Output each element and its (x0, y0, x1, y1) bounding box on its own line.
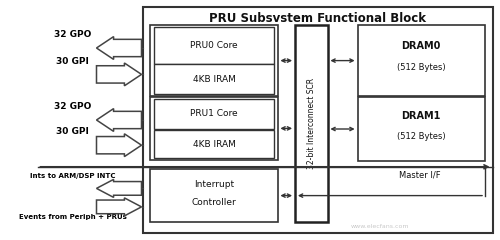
Text: Interrupt: Interrupt (194, 180, 234, 189)
Bar (358, 25, 485, 96)
Polygon shape (96, 108, 142, 132)
Text: 32-bit Interconnect SCR: 32-bit Interconnect SCR (307, 78, 316, 169)
Text: 4KB IRAM: 4KB IRAM (192, 75, 236, 84)
Bar (154, 27, 274, 64)
Text: DRAM1: DRAM1 (402, 111, 441, 121)
Bar (358, 97, 485, 161)
Polygon shape (96, 36, 142, 59)
Text: Controller: Controller (192, 198, 236, 207)
Text: DRAM0: DRAM0 (402, 41, 441, 51)
Text: 32 GPO: 32 GPO (54, 102, 91, 111)
Text: 4KB IRAM: 4KB IRAM (192, 140, 236, 149)
Text: www.elecfans.com: www.elecfans.com (351, 224, 409, 229)
Polygon shape (96, 134, 142, 156)
Polygon shape (96, 198, 142, 216)
Text: Ints to ARM/DSP INTC: Ints to ARM/DSP INTC (30, 173, 115, 180)
Text: PRU1 Core: PRU1 Core (190, 109, 238, 119)
Bar (150, 25, 278, 96)
Bar (154, 64, 274, 94)
Bar (150, 169, 278, 222)
Text: (512 Bytes): (512 Bytes) (397, 132, 446, 141)
Text: (512 Bytes): (512 Bytes) (397, 63, 446, 72)
Text: PRU0 Core: PRU0 Core (190, 41, 238, 50)
Bar (150, 97, 278, 160)
Polygon shape (96, 63, 142, 86)
Bar (154, 99, 274, 129)
Text: 32 GPO: 32 GPO (54, 30, 91, 39)
Text: 30 GPI: 30 GPI (56, 57, 89, 66)
Text: PRU Subsvstem Functional Block: PRU Subsvstem Functional Block (209, 12, 426, 24)
Text: Master I/F: Master I/F (399, 170, 441, 180)
Polygon shape (96, 180, 142, 197)
Text: Events from Periph + PRUs: Events from Periph + PRUs (18, 214, 126, 220)
Bar (295, 25, 328, 222)
Text: 30 GPI: 30 GPI (56, 127, 89, 137)
Bar (142, 7, 492, 233)
Bar (154, 130, 274, 158)
